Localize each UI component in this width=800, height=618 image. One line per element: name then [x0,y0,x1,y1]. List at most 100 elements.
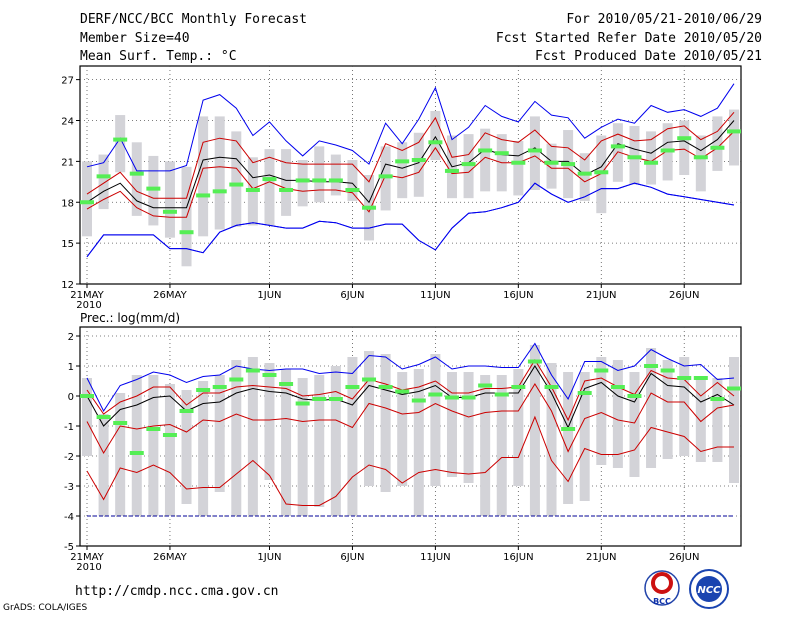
chart-title: DERF/NCC/BCC Monthly Forecast [80,12,307,27]
temp-ensemble-bar [98,154,109,210]
prec-ensemble-bar [513,369,524,486]
temperature-panel: 12 15 18 21 24 27 21MAY 26MAY 1JUN 6JUN 11JUN 16JUN… [61,65,742,311]
prec-forecast-marker [378,385,393,389]
prec-ensemble-bar [198,381,209,516]
prec-ytick-label: -1 [64,422,74,433]
temp-forecast-marker [212,189,227,194]
temp-ensemble-bar [330,154,341,196]
prec-ensemble-bar [463,372,474,483]
prec-forecast-marker [561,427,576,431]
prec-ensemble-bar [231,360,242,516]
temp-forecast-marker [710,145,725,150]
prec-forecast-marker [212,385,227,389]
temp-year-label: 2010 [76,300,101,311]
temp-forecast-marker [362,205,377,210]
prec-ytick-label: -5 [64,542,74,553]
prec-xtick-label: 6JUN [340,552,364,563]
prec-ensemble-bar [729,357,739,483]
temp-ensemble-bar [513,140,524,196]
temp-forecast-marker [328,178,343,183]
temp-ensemble-bar [281,149,292,216]
temp-forecast-marker [162,209,177,214]
temp-ensemble-bar [397,142,408,199]
prec-forecast-marker [262,373,277,377]
temp-ensemble-bar [463,134,474,199]
temp-forecast-marker [544,160,559,165]
temp-forecast-marker [279,187,294,192]
prec-ensemble-bar [297,378,308,516]
prec-ensemble-bar [380,354,391,492]
prec-ensemble-bar [529,345,540,516]
temp-ensemble-bar [231,131,242,227]
prec-ensemble-bar [496,375,507,516]
prec-ensemble-bar [314,375,325,507]
temp-forecast-marker [610,144,625,149]
prec-xtick-label: 26JUN [669,552,699,563]
temp-xtick-label: 1JUN [257,290,281,301]
prec-series-upper-red [86,359,735,422]
temp-forecast-marker [693,155,708,160]
prec-ytick-label: 0 [68,392,74,403]
temp-forecast-marker [378,174,393,179]
bcc-logo-text: BCC [653,597,671,606]
prec-forecast-marker [710,397,725,401]
temp-forecast-marker [80,200,94,205]
prec-ensemble-bar [646,348,657,468]
temp-series-lower-red [86,131,735,218]
temp-ensemble-bar [82,161,92,237]
temp-forecast-marker [577,171,592,176]
temp-forecast-marker [627,155,642,160]
prec-forecast-marker [312,397,327,401]
prec-ensemble-bar [662,360,673,459]
temp-ytick-label: 21 [61,157,74,168]
member-size: Member Size=40 [80,31,190,46]
prec-forecast-marker [362,377,377,382]
precipitation-panel: -5 -4 -3 -2 -1 0 1 2 21MAY 26MAY 1JUN 6JUN 11JUN 16JU… [64,311,742,573]
prec-ensemble-bar [247,357,258,516]
temp-forecast-marker [146,186,161,191]
prec-forecast-marker [428,392,443,397]
prec-ensemble-bar [712,378,723,462]
prec-forecast-marker [693,376,708,380]
prec-forecast-marker [295,401,310,406]
precipitation-title: Prec.: log(mm/d) [80,311,180,325]
prec-forecast-marker [544,385,559,389]
prec-forecast-marker [727,386,741,391]
temp-ensemble-bar [546,143,557,189]
temp-ensemble-bar [131,142,142,216]
temp-forecast-marker [179,230,194,235]
prec-ensemble-bar [413,369,424,516]
prec-ytick-label: 2 [68,332,74,343]
prec-forecast-marker [279,382,294,386]
prec-ensemble-bar [629,372,640,477]
temp-ensemble-bar [198,116,209,237]
prec-ensemble-bar [695,378,706,462]
temp-ensemble-bar [480,128,491,192]
temp-forecast-marker [478,148,493,153]
temp-forecast-marker [561,162,576,167]
prec-ensemble-bar [364,351,375,486]
prec-forecast-marker [461,395,476,400]
temp-ensemble-bar [646,131,657,185]
prec-forecast-marker [627,394,642,398]
temp-ensemble-bar [430,110,441,161]
temp-forecast-marker [461,162,476,167]
prec-xtick-label: 26MAY [153,552,187,563]
ncc-logo-text: NCC [697,585,721,596]
temp-ensemble-bar [115,115,126,173]
variable-label: Mean Surf. Temp.: °C [80,49,237,64]
temp-forecast-marker [444,168,459,173]
temp-ytick-label: 12 [61,280,74,291]
forecast-started: Fcst Started Refer Date 2010/05/20 [495,31,762,46]
temp-xtick-label: 21MAY [70,290,104,301]
temp-xtick-label: 21JUN [586,290,616,301]
temp-frame [79,65,742,285]
prec-forecast-marker [577,391,592,395]
temp-forecast-marker [494,151,509,156]
temp-ensemble-bar [712,116,723,171]
prec-forecast-marker [395,389,410,394]
prec-series-upper [86,342,735,413]
temp-ensemble-bar [679,120,690,175]
temp-ytick-label: 27 [61,76,74,87]
prec-ytick-label: -3 [64,482,74,493]
